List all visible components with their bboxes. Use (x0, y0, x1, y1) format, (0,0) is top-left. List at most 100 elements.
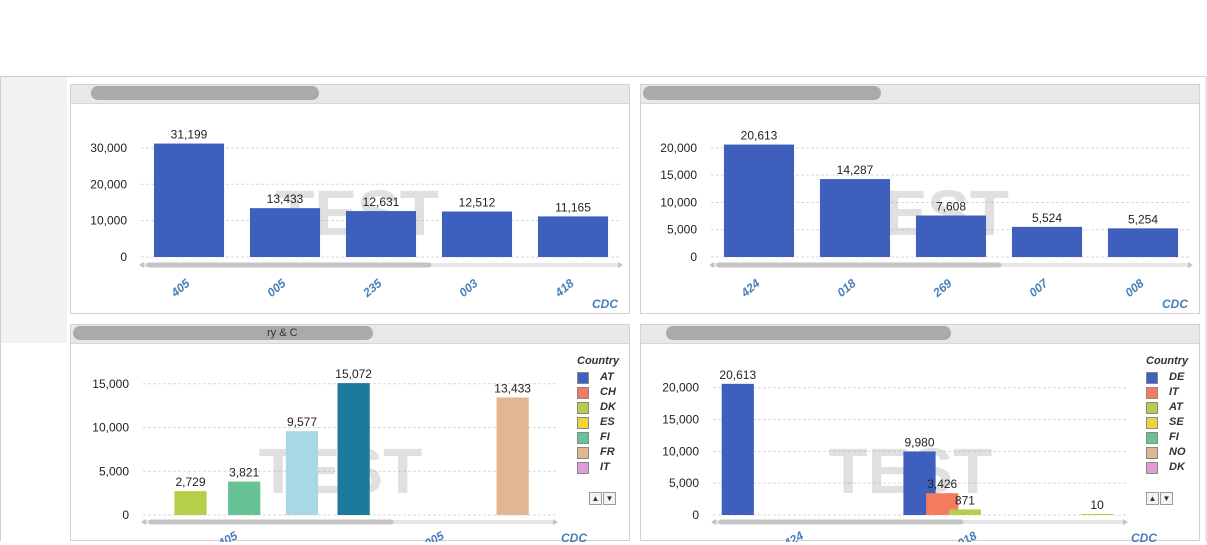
x-tick-label: 018 (834, 276, 859, 300)
legend-swatch (577, 401, 589, 414)
legend-label: CH (600, 386, 616, 398)
legend-item[interactable]: SE (1146, 415, 1188, 430)
data-label: 3,821 (229, 466, 259, 480)
chart-panel-4[interactable]: 05,00010,00015,00020,000TEST20,6139,9803… (640, 324, 1200, 545)
x-tick-label: 424 (737, 276, 762, 300)
panel-caption[interactable] (641, 85, 1199, 104)
legend-label: FI (1169, 431, 1179, 443)
data-label: 871 (955, 493, 975, 507)
legend-swatch (577, 371, 589, 384)
bar (285, 431, 319, 515)
redacted-title (666, 326, 951, 340)
legend-title: Country (1146, 355, 1189, 367)
legend-scroll-buttons[interactable]: ▲ ▼ (1146, 492, 1173, 505)
country-legend[interactable]: Country AT CH DK ES FI FR IT (577, 355, 619, 475)
legend-item[interactable]: DK (577, 400, 619, 415)
cdc-link[interactable]: CDC (1162, 297, 1188, 311)
legend-item[interactable]: AT (1146, 400, 1188, 415)
panel-caption[interactable] (641, 325, 1199, 344)
legend-title: Country (577, 355, 620, 367)
legend-item[interactable]: FI (577, 430, 619, 445)
bar (174, 491, 207, 515)
y-tick-label: 10,000 (90, 214, 127, 228)
sheet-frame (0, 76, 1207, 541)
legend-label: IT (600, 461, 610, 473)
x-tick-label: 424 (781, 528, 806, 542)
y-tick-label: 0 (690, 250, 697, 264)
legend-item[interactable]: FI (1146, 430, 1188, 445)
legend-item[interactable]: DE (1146, 370, 1188, 385)
data-label: 31,199 (171, 128, 208, 142)
scroll-left-icon (709, 262, 714, 268)
x-tick-label: 005 (264, 276, 289, 300)
redacted-title (73, 326, 373, 340)
legend-label: DK (600, 401, 616, 413)
legend-label: ES (600, 416, 615, 428)
x-tick-label: 007 (1026, 275, 1051, 299)
legend-label: AT (600, 371, 614, 383)
legend-item[interactable]: ES (577, 415, 619, 430)
chart-panel-1[interactable]: 010,00020,00030,000TEST31,19940513,43300… (70, 84, 630, 314)
cdc-link[interactable]: CDC (592, 297, 618, 311)
legend-item[interactable]: NO (1146, 445, 1188, 460)
scroll-right-icon (1123, 519, 1128, 525)
left-pane (1, 77, 67, 343)
scroll-down-icon[interactable]: ▼ (603, 492, 616, 505)
legend-item[interactable]: AT (577, 370, 619, 385)
legend-item[interactable]: FR (577, 445, 619, 460)
legend-label: NO (1169, 446, 1186, 458)
bar (441, 211, 513, 257)
cdc-link[interactable]: CDC (561, 531, 587, 545)
bar (345, 211, 417, 257)
panel-caption[interactable]: ry & C (71, 325, 629, 344)
y-tick-label: 15,000 (92, 377, 129, 391)
legend-item[interactable]: DK (1146, 460, 1188, 475)
bar (1107, 228, 1179, 257)
y-tick-label: 15,000 (660, 168, 697, 182)
y-tick-label: 20,000 (660, 141, 697, 155)
scroll-down-icon[interactable]: ▼ (1160, 492, 1173, 505)
legend-item[interactable]: IT (1146, 385, 1188, 400)
bar (337, 383, 370, 515)
grouped-bar-chart: 05,00010,00015,000TEST2,7293,8219,57715,… (92, 367, 558, 542)
x-tick-label: 018 (955, 528, 980, 542)
bar (948, 509, 982, 515)
legend-scroll-buttons[interactable]: ▲ ▼ (589, 492, 616, 505)
panel-caption[interactable] (71, 85, 629, 104)
data-label: 20,613 (741, 129, 778, 143)
bar (249, 208, 321, 257)
y-tick-label: 10,000 (92, 421, 129, 435)
x-tick-label: 005 (422, 528, 447, 542)
y-tick-label: 10,000 (660, 195, 697, 209)
legend-swatch (577, 461, 589, 474)
chart-panel-3[interactable]: ry & C 05,00010,00015,000TEST2,7293,8219… (70, 324, 630, 545)
bar (496, 397, 529, 515)
legend-label: AT (1169, 401, 1183, 413)
y-tick-label: 0 (120, 250, 127, 264)
bar (1080, 514, 1114, 515)
caption-fragment: ry & C (267, 327, 298, 339)
scroll-up-icon[interactable]: ▲ (1146, 492, 1159, 505)
legend-swatch (1146, 431, 1158, 444)
cdc-link[interactable]: CDC (1131, 531, 1157, 545)
legend-swatch (1146, 401, 1158, 414)
legend-swatch (577, 386, 589, 399)
bar-chart: 05,00010,00015,00020,000TEST20,61342414,… (660, 129, 1193, 300)
legend-swatch (577, 431, 589, 444)
country-legend[interactable]: Country DE IT AT SE FI NO DK (1146, 355, 1188, 475)
bar (537, 216, 609, 257)
scroll-left-icon (139, 262, 144, 268)
legend-item[interactable]: IT (577, 460, 619, 475)
bar (153, 143, 225, 257)
legend-item[interactable]: CH (577, 385, 619, 400)
chart-panel-2[interactable]: 0 5,000 10,000 15,000 20,000 TEST 20,613 424 14,… (640, 84, 1200, 314)
redacted-title (643, 86, 881, 100)
x-tick-label: 003 (456, 276, 481, 300)
legend-swatch (577, 416, 589, 429)
data-label: 3,426 (927, 477, 957, 491)
data-label: 14,287 (837, 163, 874, 177)
x-tick-label: 269 (929, 276, 954, 300)
bar (228, 481, 261, 515)
scroll-up-icon[interactable]: ▲ (589, 492, 602, 505)
data-label: 9,577 (287, 415, 317, 429)
